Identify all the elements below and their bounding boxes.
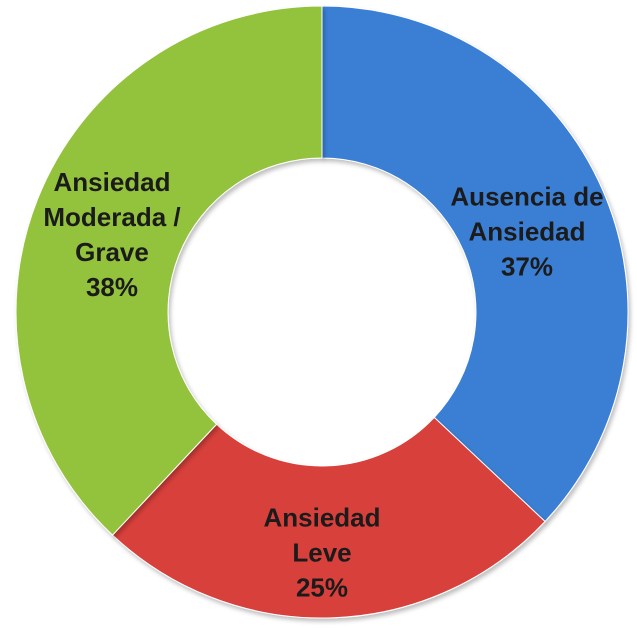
slice-label: Ansiedad Leve 25% [242,501,402,606]
value-label: 38% [85,272,139,302]
category-label: Ansiedad Moderada / Grave [43,167,181,267]
value-label: 37% [500,251,554,282]
donut-slice [321,5,629,523]
slice-label: Ansiedad Moderada / Grave 38% [22,165,202,305]
donut-slice [111,416,546,619]
category-label: Ausencia de Ansiedad [450,181,604,247]
slice-label: Ausencia de Ansiedad 37% [427,180,627,285]
donut-slice [15,5,323,536]
category-label: Ansiedad Leve [263,502,381,568]
value-label: 25% [295,572,349,603]
